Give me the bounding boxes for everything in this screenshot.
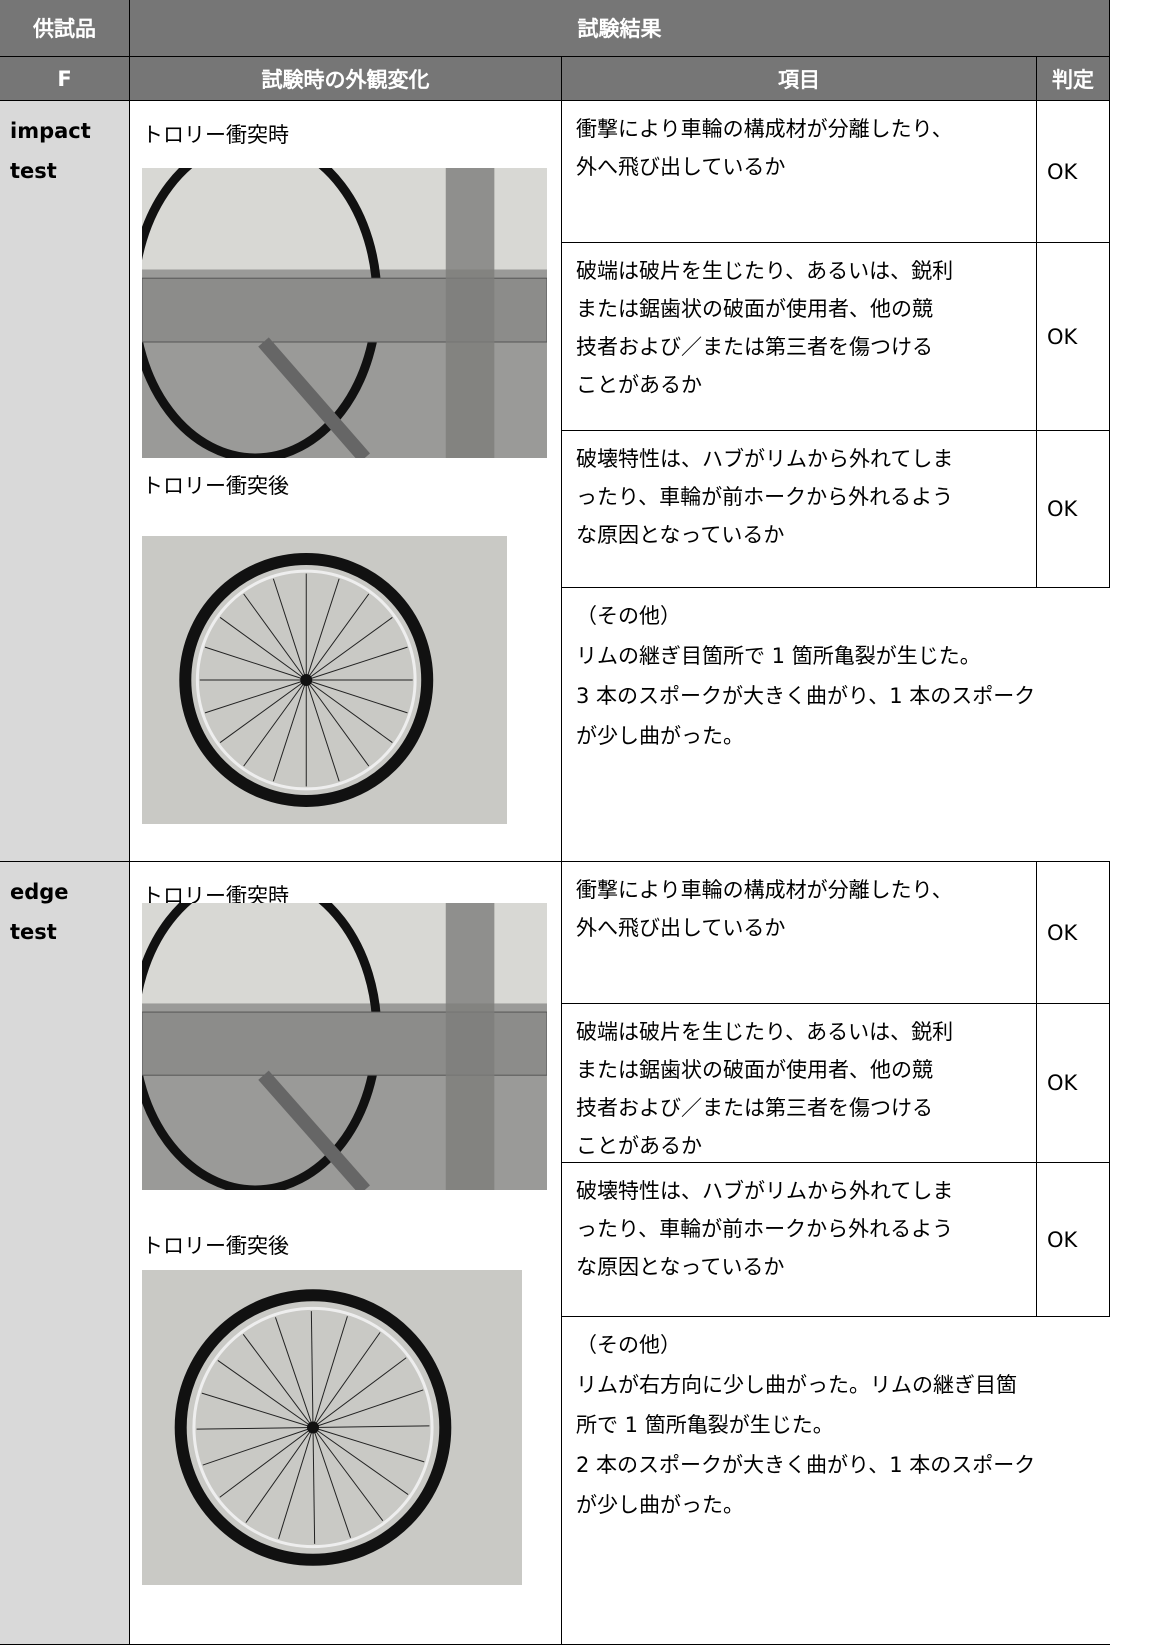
header-cell: F — [0, 57, 130, 101]
item-text: 技者および／または第三者を傷つける — [576, 335, 933, 359]
appearance-cell — [130, 101, 562, 862]
item-text: または鋸歯状の破面が使用者、他の競 — [576, 297, 933, 321]
item-text: 破壊特性は、ハブがリムから外れてしま — [576, 1179, 954, 1203]
other-text: 3 本のスポークが大きく曲がり、1 本のスポーク — [576, 684, 1036, 708]
caption: トロリー衝突後 — [142, 1234, 289, 1258]
result-cell: OK — [1037, 1163, 1110, 1317]
header-cell: 項目 — [562, 57, 1037, 101]
test-name: edge — [10, 880, 69, 904]
item-text: 破端は破片を生じたり、あるいは、鋭利 — [576, 259, 954, 283]
result: OK — [1047, 920, 1078, 945]
other-text: が少し曲がった。 — [576, 724, 744, 748]
test-name: impact — [10, 119, 91, 143]
item-text: な原因となっているか — [576, 1255, 785, 1279]
item-cell: 破端は破片を生じたり、あるいは、鋭利 または鋸歯状の破面が使用者、他の競 技者および… — [562, 243, 1037, 431]
header-cell: 判定 — [1037, 57, 1110, 101]
item-text: または鋸歯状の破面が使用者、他の競 — [576, 1058, 933, 1082]
header-cell: 供試品 — [0, 0, 130, 57]
item-text: ったり、車輪が前ホークから外れるよう — [576, 485, 954, 509]
test-cell: edge test — [0, 862, 130, 1645]
result: OK — [1047, 1227, 1078, 1252]
item-text: ったり、車輪が前ホークから外れるよう — [576, 1217, 954, 1241]
result-cell: OK — [1037, 101, 1110, 243]
result: OK — [1047, 497, 1078, 521]
photo — [142, 168, 547, 458]
result: OK — [1047, 324, 1078, 349]
item-text: ことがあるか — [576, 1134, 702, 1158]
other-text: 2 本のスポークが大きく曲がり、1 本のスポーク — [576, 1453, 1036, 1477]
item-text: 破端は破片を生じたり、あるいは、鋭利 — [576, 1020, 954, 1044]
photo — [142, 903, 547, 1190]
result: OK — [1047, 159, 1078, 184]
other-text: （その他） — [576, 1333, 681, 1357]
item-cell: 衝撃により車輪の構成材が分離したり、 外へ飛び出しているか — [562, 862, 1037, 1004]
item-cell: 破壊特性は、ハブがリムから外れてしま ったり、車輪が前ホークから外れるよう な原因と… — [562, 431, 1037, 588]
item-text: 衝撃により車輪の構成材が分離したり、 — [576, 878, 953, 902]
item-text: 外へ飛び出しているか — [576, 155, 786, 179]
result-cell: OK — [1037, 243, 1110, 431]
item-text: な原因となっているか — [576, 523, 785, 547]
other-text: （その他） — [576, 604, 681, 628]
test-name: test — [10, 159, 57, 183]
photo — [142, 1270, 522, 1585]
other-text: 所で 1 箇所亀裂が生じた。 — [576, 1413, 834, 1437]
item-text: 外へ飛び出しているか — [576, 916, 786, 940]
result-cell: OK — [1037, 431, 1110, 588]
other-text: が少し曲がった。 — [576, 1493, 744, 1517]
test-name: test — [10, 920, 57, 944]
item-text: 衝撃により車輪の構成材が分離したり、 — [576, 117, 953, 141]
caption: トロリー衝突時 — [142, 123, 289, 147]
other-cell: （その他） リムの継ぎ目箇所で 1 箇所亀裂が生じた。 3 本のスポークが大きく曲が… — [562, 588, 1110, 862]
result: OK — [1047, 1071, 1078, 1095]
test-cell: impact test — [0, 101, 130, 862]
item-cell: 破端は破片を生じたり、あるいは、鋭利 または鋸歯状の破面が使用者、他の競 技者および… — [562, 1004, 1037, 1163]
header-cell: 試験結果 — [130, 0, 1110, 57]
caption: トロリー衝突後 — [142, 474, 289, 498]
other-cell: （その他） リムが右方向に少し曲がった。リムの継ぎ目箇 所で 1 箇所亀裂が生じた。… — [562, 1317, 1110, 1645]
header-cell: 試験時の外観変化 — [130, 57, 562, 101]
photo — [142, 536, 507, 824]
result-cell: OK — [1037, 862, 1110, 1004]
result-cell: OK — [1037, 1004, 1110, 1163]
item-cell: 破壊特性は、ハブがリムから外れてしま ったり、車輪が前ホークから外れるよう な原因と… — [562, 1163, 1037, 1317]
other-text: リムの継ぎ目箇所で 1 箇所亀裂が生じた。 — [576, 644, 981, 668]
item-text: 破壊特性は、ハブがリムから外れてしま — [576, 447, 954, 471]
item-text: ことがあるか — [576, 373, 702, 397]
other-text: リムが右方向に少し曲がった。リムの継ぎ目箇 — [576, 1373, 1017, 1397]
item-text: 技者および／または第三者を傷つける — [576, 1096, 933, 1120]
item-cell: 衝撃により車輪の構成材が分離したり、 外へ飛び出しているか — [562, 101, 1037, 243]
